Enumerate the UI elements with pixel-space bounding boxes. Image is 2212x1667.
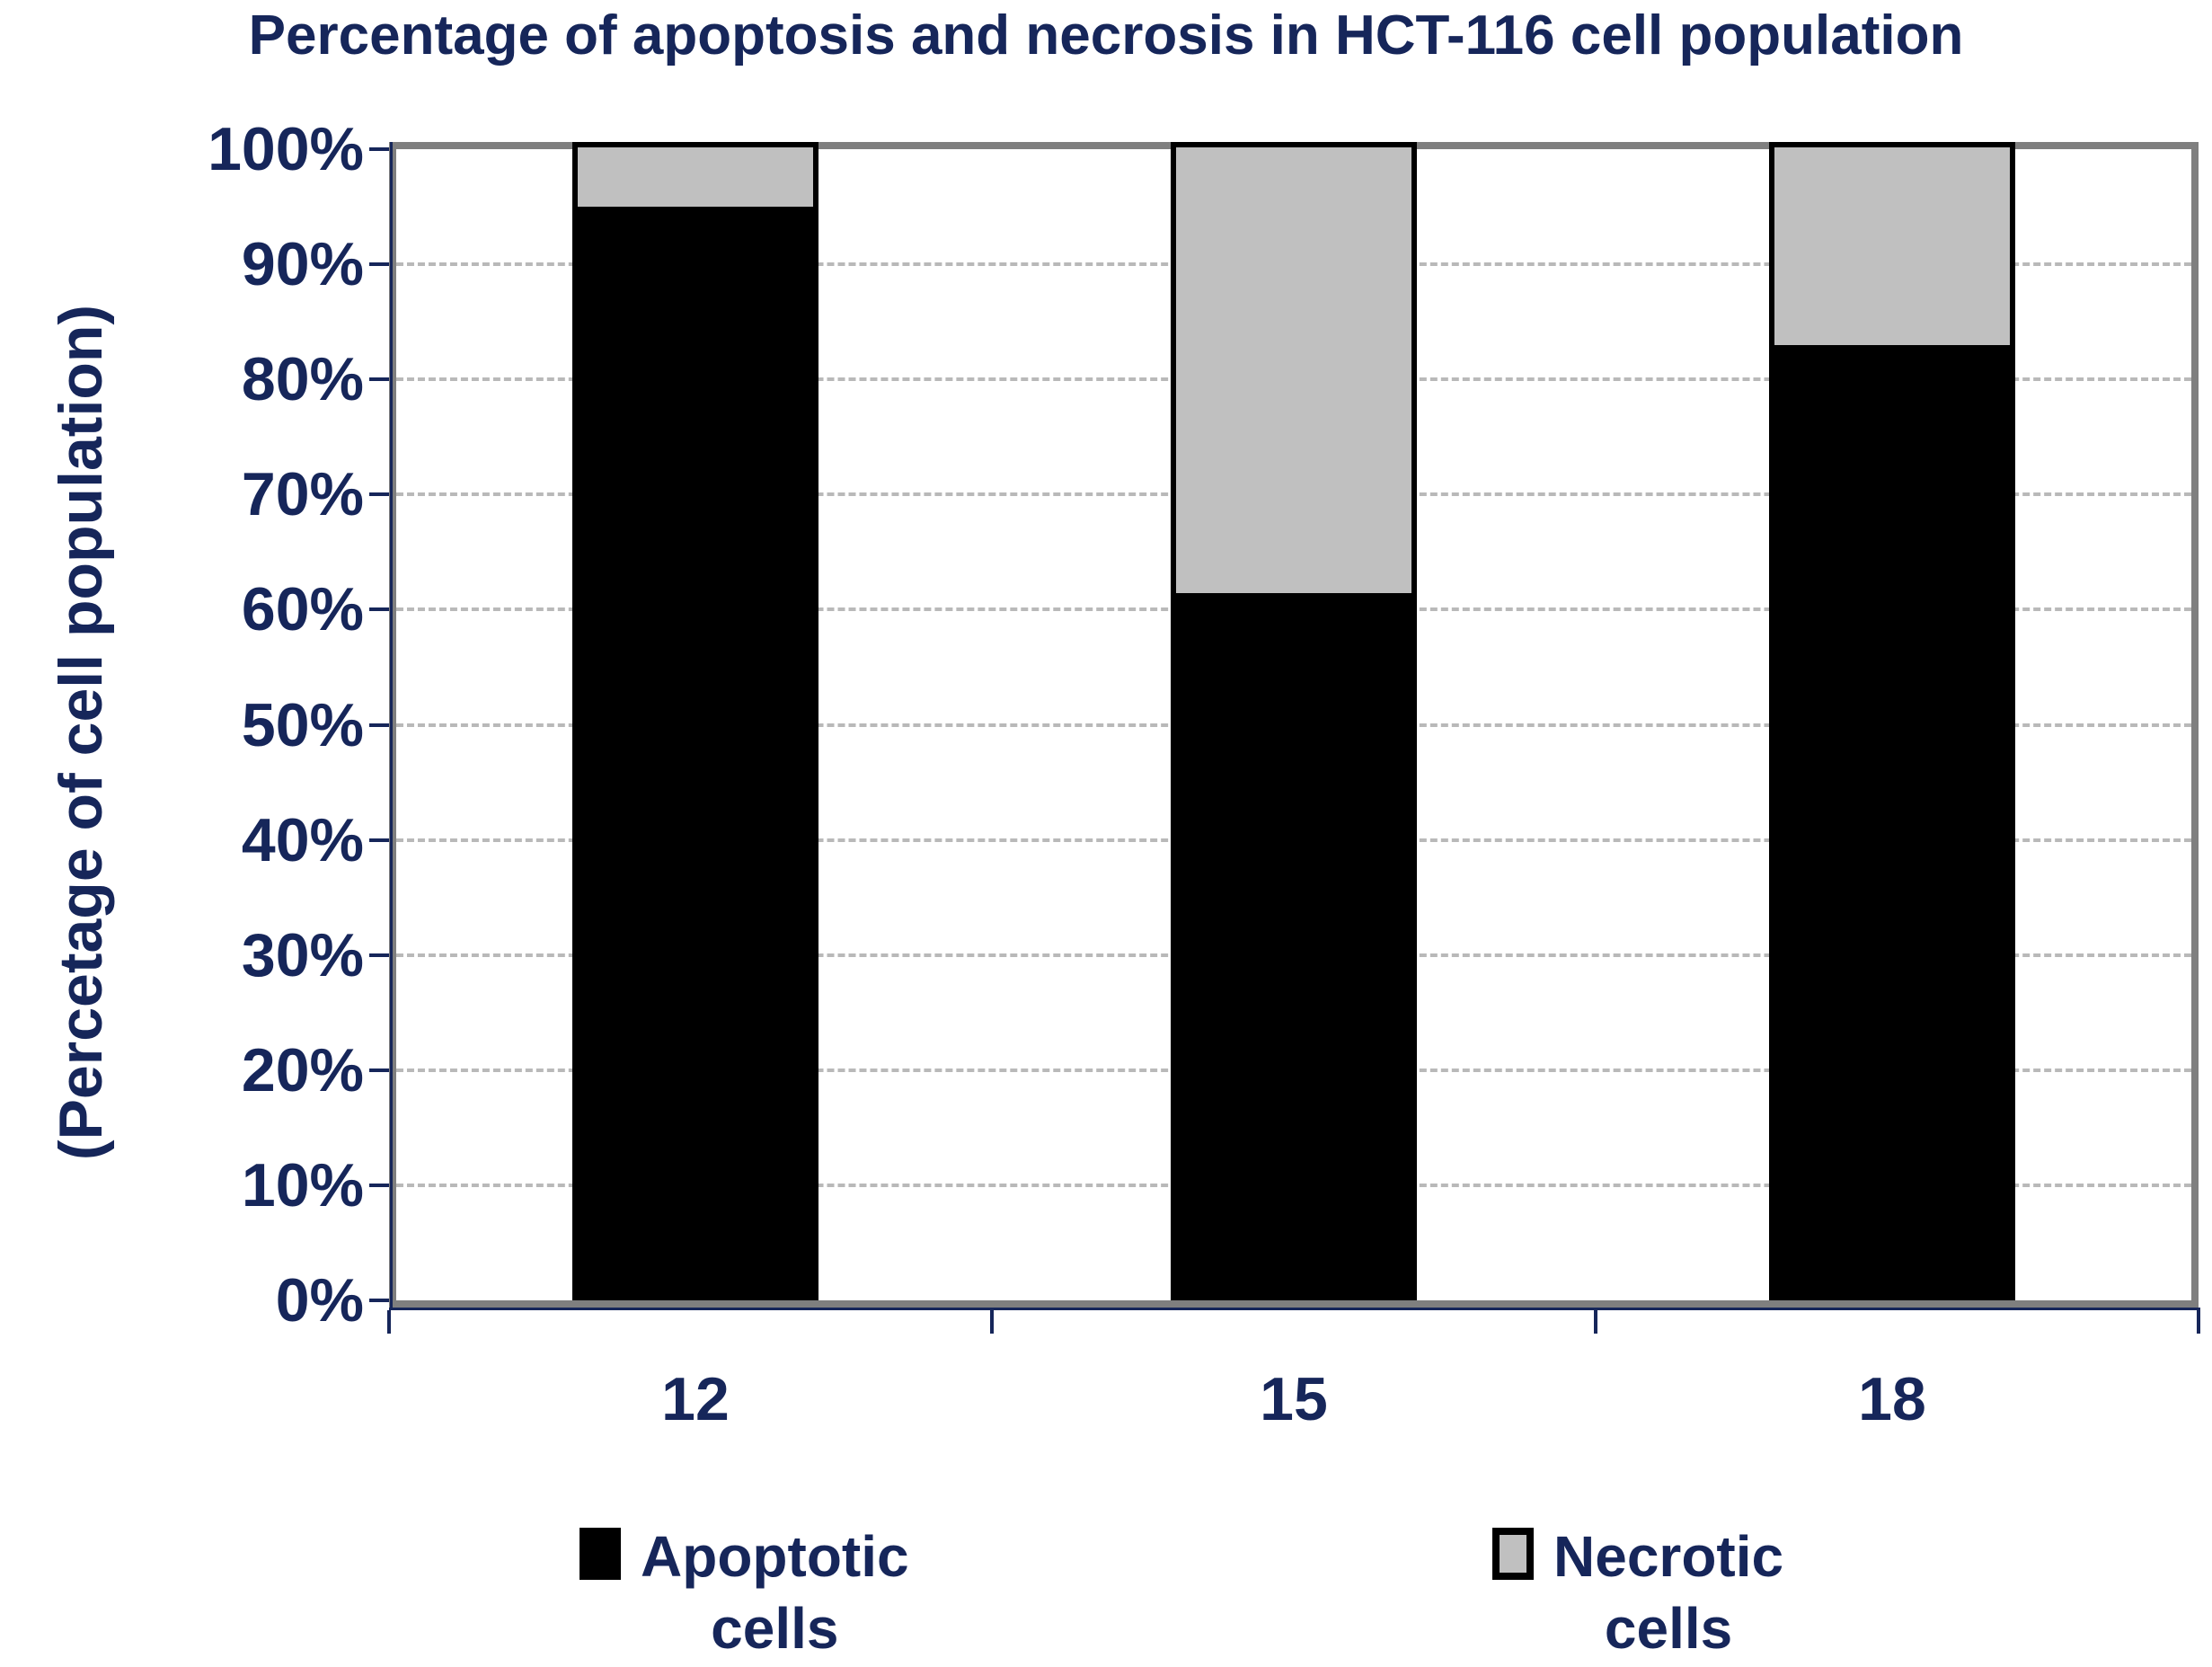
chart-title: Percentage of apoptosis and necrosis in … xyxy=(248,4,1964,67)
y-tick-label-90: 90% xyxy=(241,230,364,299)
legend-item-necrotic: Necrotic cells xyxy=(1492,1521,1783,1664)
y-tick-label-40: 40% xyxy=(241,805,364,874)
y-tick-label-60: 60% xyxy=(241,575,364,644)
y-tick-label-20: 20% xyxy=(241,1035,364,1104)
legend-swatch-necrotic xyxy=(1492,1528,1534,1580)
y-tick-mark-100 xyxy=(369,147,389,151)
y-tick-mark-50 xyxy=(369,723,389,727)
y-tick-mark-10 xyxy=(369,1183,389,1187)
x-category-label-18: 18 xyxy=(1858,1365,1926,1433)
y-tick-mark-40 xyxy=(369,838,389,842)
segment-necrotic-12 xyxy=(572,142,818,213)
legend-label-necrotic: Necrotic cells xyxy=(1553,1524,1784,1661)
y-tick-label-0: 0% xyxy=(275,1266,364,1334)
bar-12 xyxy=(572,142,818,1300)
x-axis-line xyxy=(389,1308,2200,1310)
bar-15 xyxy=(1171,142,1417,1300)
y-tick-label-100: 100% xyxy=(208,115,364,183)
segment-apoptotic-15 xyxy=(1171,598,1417,1300)
plot-area xyxy=(389,142,2199,1308)
y-tick-mark-30 xyxy=(369,953,389,957)
x-tick-mark-1 xyxy=(990,1310,995,1334)
y-tick-mark-0 xyxy=(369,1299,389,1302)
legend-item-apoptotic: Apoptotic cells xyxy=(580,1521,909,1664)
y-tick-mark-80 xyxy=(369,377,389,382)
segment-apoptotic-18 xyxy=(1769,350,2015,1300)
y-tick-label-30: 30% xyxy=(241,920,364,989)
x-category-label-12: 12 xyxy=(661,1365,730,1433)
y-axis-line xyxy=(390,142,393,1310)
x-tick-mark-2 xyxy=(1593,1310,1597,1334)
segment-necrotic-18 xyxy=(1769,142,2015,351)
y-tick-mark-20 xyxy=(369,1068,389,1072)
x-tick-mark-0 xyxy=(387,1310,391,1334)
y-tick-label-80: 80% xyxy=(241,345,364,414)
segment-necrotic-15 xyxy=(1171,142,1417,599)
bar-18 xyxy=(1769,142,2015,1300)
y-tick-mark-90 xyxy=(369,262,389,267)
x-tick-mark-3 xyxy=(2197,1310,2200,1334)
y-tick-label-10: 10% xyxy=(241,1150,364,1219)
y-tick-label-70: 70% xyxy=(241,460,364,529)
segment-apoptotic-12 xyxy=(572,212,818,1300)
y-tick-mark-60 xyxy=(369,607,389,612)
y-tick-label-50: 50% xyxy=(241,690,364,759)
legend-label-apoptotic: Apoptotic cells xyxy=(641,1524,909,1661)
x-category-label-15: 15 xyxy=(1260,1365,1328,1433)
y-tick-mark-70 xyxy=(369,492,389,497)
legend-swatch-apoptotic xyxy=(580,1528,621,1580)
